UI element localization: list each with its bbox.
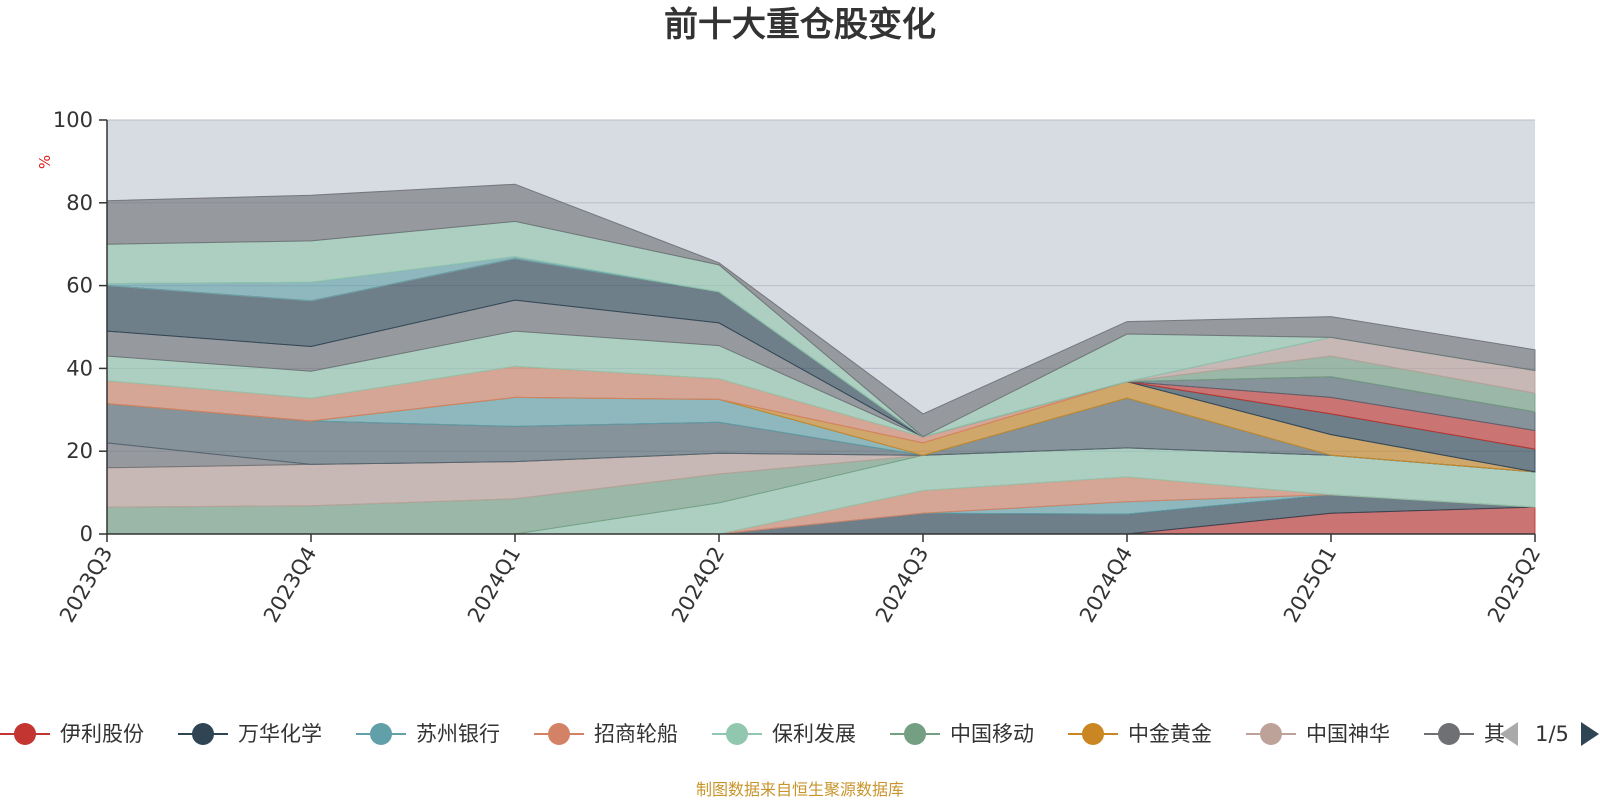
y-tick-label: 0 <box>80 522 93 546</box>
legend-marker <box>1438 723 1460 745</box>
legend-marker <box>904 723 926 745</box>
y-tick-label: 80 <box>66 191 93 215</box>
legend-item[interactable]: 苏州银行 <box>356 722 500 746</box>
x-tick-label: 2024Q1 <box>463 543 525 627</box>
y-axis-label: % <box>36 155 54 169</box>
legend-label: 招商轮船 <box>594 722 678 746</box>
legend-label: 苏州银行 <box>416 722 500 746</box>
legend-label: 伊利股份 <box>60 722 144 746</box>
triangle-left-icon[interactable] <box>1500 722 1518 746</box>
x-tick-label: 2024Q3 <box>871 543 933 627</box>
y-tick-label: 40 <box>66 356 93 380</box>
legend-pager: 1/5 <box>1500 722 1599 746</box>
legend-label: 其 <box>1484 722 1505 746</box>
y-tick-label: 60 <box>66 274 93 298</box>
legend-marker <box>726 723 748 745</box>
legend-marker <box>1260 723 1282 745</box>
legend: 伊利股份 万华化学 苏州银行 招商轮船 保利发展 中国移动 中金黄金 中国神华 其 <box>0 722 1505 746</box>
legend-marker <box>548 723 570 745</box>
chart-title: 前十大重仓股变化 <box>664 5 936 45</box>
x-tick-label: 2025Q1 <box>1279 543 1341 627</box>
y-tick-label: 100 <box>53 108 93 132</box>
y-axis-ticks: 0 20 40 60 80 100 <box>53 108 107 546</box>
x-tick-label: 2023Q4 <box>259 543 321 627</box>
legend-item[interactable]: 伊利股份 <box>0 722 144 746</box>
x-tick-label: 2023Q3 <box>55 543 117 627</box>
legend-item[interactable]: 中金黄金 <box>1068 722 1212 746</box>
triangle-right-icon[interactable] <box>1581 722 1599 746</box>
legend-marker <box>370 723 392 745</box>
x-axis-ticks: 2023Q3 2023Q4 2024Q1 2024Q2 2024Q3 2024Q4 2025… <box>55 534 1545 627</box>
x-tick-label: 2024Q2 <box>667 543 729 627</box>
legend-item[interactable]: 中国移动 <box>890 722 1034 746</box>
legend-marker <box>192 723 214 745</box>
legend-label: 中国神华 <box>1306 722 1390 746</box>
legend-item[interactable]: 中国神华 <box>1246 722 1390 746</box>
legend-item[interactable]: 招商轮船 <box>534 722 678 746</box>
legend-marker <box>1082 723 1104 745</box>
legend-item[interactable]: 其 <box>1424 722 1505 746</box>
legend-label: 保利发展 <box>772 722 856 746</box>
source-note: 制图数据来自恒生聚源数据库 <box>696 780 904 799</box>
y-tick-label: 20 <box>66 439 93 463</box>
legend-label: 中金黄金 <box>1128 722 1212 746</box>
legend-label: 万华化学 <box>238 722 322 746</box>
legend-item[interactable]: 保利发展 <box>712 722 856 746</box>
legend-label: 中国移动 <box>950 722 1034 746</box>
legend-page-indicator: 1/5 <box>1535 722 1569 746</box>
x-tick-label: 2025Q2 <box>1483 543 1545 627</box>
legend-marker <box>14 723 36 745</box>
area-series-21 <box>106 183 1536 438</box>
legend-item[interactable]: 万华化学 <box>178 722 322 746</box>
x-tick-label: 2024Q4 <box>1075 543 1137 627</box>
